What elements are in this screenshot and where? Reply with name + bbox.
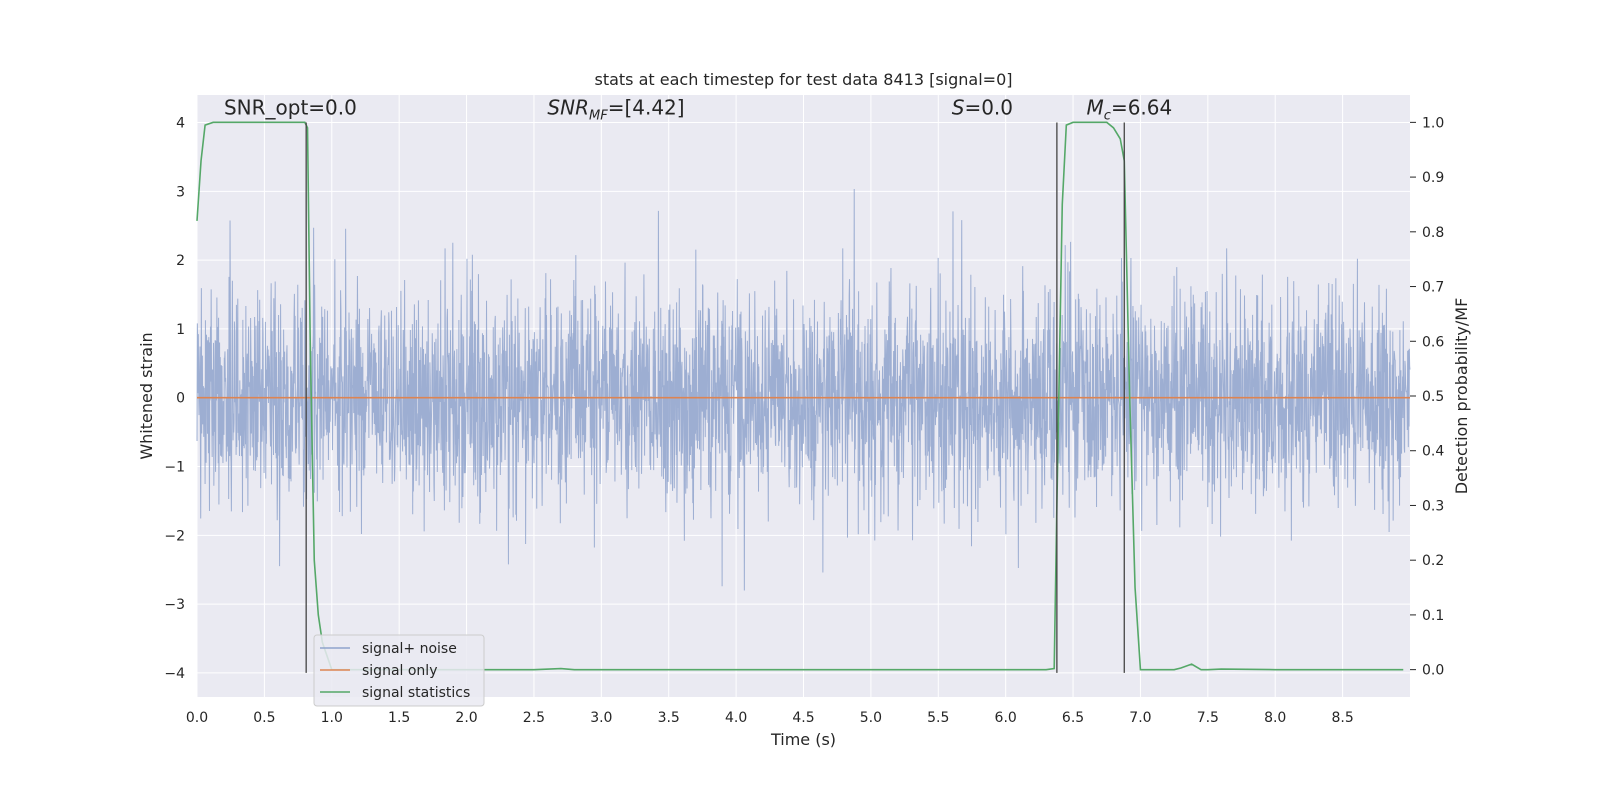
annotations: SNR_opt=0.0 SNRMF=[4.42] S=0.0 Mc=6.64 (224, 95, 1172, 123)
y2-tick-label: 1.0 (1422, 115, 1444, 131)
y-tick-label: 1 (176, 322, 185, 338)
x-tick-label: 4.0 (725, 710, 747, 726)
y2-tick-label: 0.7 (1422, 280, 1444, 296)
legend-label-signal-only: signal only (362, 663, 437, 679)
y2-tick-label: 0.1 (1422, 608, 1444, 624)
x-tick-label: 7.5 (1197, 710, 1219, 726)
x-tick-label: 6.0 (995, 710, 1017, 726)
y-tick-label: −3 (164, 597, 185, 613)
y-tick-label: 3 (176, 184, 185, 200)
x-tick-label: 3.5 (658, 710, 680, 726)
x-tick-label: 4.5 (792, 710, 814, 726)
y-tick-label: 2 (176, 253, 185, 269)
y2-tick-label: 0.9 (1422, 170, 1444, 186)
y-tick-label: 0 (176, 391, 185, 407)
x-tick-label: 5.0 (860, 710, 882, 726)
chart-title: stats at each timestep for test data 841… (594, 70, 1012, 89)
x-tick-label: 8.0 (1264, 710, 1286, 726)
x-tick-label: 0.5 (253, 710, 275, 726)
x-axis-label: Time (s) (770, 730, 836, 749)
x-tick-label: 1.5 (388, 710, 410, 726)
x-tick-label: 0.0 (186, 710, 208, 726)
y-axis-ticks: −4 −3 −2 −1 0 1 2 3 4 (164, 116, 185, 682)
y2-axis-label: Detection probability/MF (1452, 298, 1471, 495)
x-tick-label: 1.0 (321, 710, 343, 726)
y-tick-label: −4 (164, 666, 185, 682)
y2-tick-label: 0.2 (1422, 553, 1444, 569)
y2-axis-ticks: 0.0 0.1 0.2 0.3 0.4 0.5 0.6 0.7 0.8 0.9 1.0 (1410, 115, 1444, 679)
y-tick-label: −2 (164, 528, 185, 544)
annotation-text: Mc=6.64 (1087, 95, 1173, 123)
x-axis-ticks: 0.0 0.5 1.0 1.5 2.0 2.5 3.0 3.5 4.0 4.5 5.0 5.5 6.0 6… (186, 710, 1354, 726)
x-tick-label: 6.5 (1062, 710, 1084, 726)
series-line-signal-noise (196, 188, 1411, 591)
legend-label-signal-statistics: signal statistics (362, 685, 470, 701)
y2-tick-label: 0.8 (1422, 225, 1444, 241)
annotation-text: SNRMF=[4.42] (547, 95, 684, 123)
y-tick-label: −1 (164, 460, 185, 476)
x-tick-label: 7.0 (1129, 710, 1151, 726)
x-tick-label: 2.5 (523, 710, 545, 726)
legend-box (313, 634, 485, 707)
y2-tick-label: 0.6 (1422, 334, 1444, 350)
x-tick-label: 8.5 (1331, 710, 1353, 726)
annotation-text: S=0.0 (952, 95, 1013, 119)
y2-tick-label: 0.5 (1422, 389, 1444, 405)
x-tick-label: 2.0 (455, 710, 477, 726)
y-tick-label: 4 (176, 116, 185, 132)
legend: signal+ noise signal only signal statist… (313, 634, 485, 707)
x-tick-label: 3.0 (590, 710, 612, 726)
marker-lines (305, 122, 1125, 673)
annotation-text: SNR_opt=0.0 (224, 95, 357, 119)
legend-label-signal-noise: signal+ noise (362, 641, 457, 657)
x-tick-label: 5.5 (927, 710, 949, 726)
y2-tick-label: 0.3 (1422, 498, 1444, 514)
y-axis-label: Whitened strain (137, 332, 156, 459)
y2-tick-label: 0.4 (1422, 444, 1444, 460)
y2-tick-label: 0.0 (1422, 663, 1444, 679)
